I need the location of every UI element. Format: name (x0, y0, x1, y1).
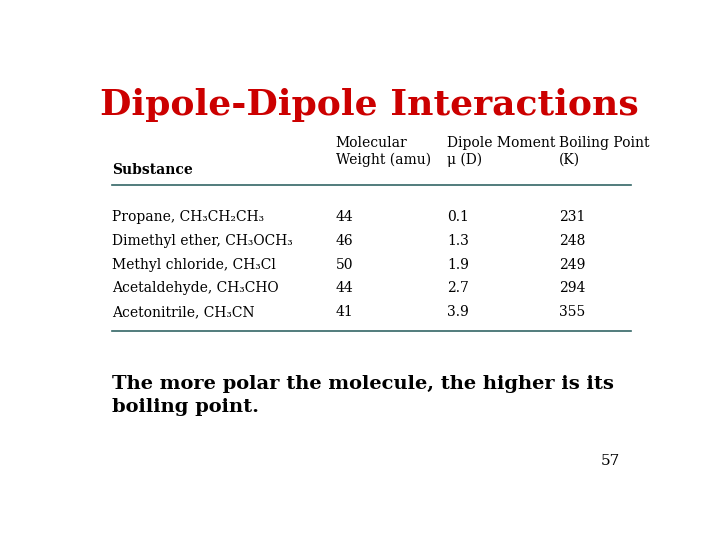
Text: Boiling Point
(K): Boiling Point (K) (559, 137, 649, 167)
Text: 3.9: 3.9 (447, 305, 469, 319)
Text: 248: 248 (559, 234, 585, 248)
Text: 249: 249 (559, 258, 585, 272)
Text: Acetaldehyde, CH₃CHO: Acetaldehyde, CH₃CHO (112, 281, 279, 295)
Text: 57: 57 (601, 454, 620, 468)
Text: 1.9: 1.9 (447, 258, 469, 272)
Text: Molecular
Weight (amu): Molecular Weight (amu) (336, 136, 431, 167)
Text: 294: 294 (559, 281, 585, 295)
Text: The more polar the molecule, the higher is its
boiling point.: The more polar the molecule, the higher … (112, 375, 614, 416)
Text: Dipole Moment
μ (D): Dipole Moment μ (D) (447, 136, 556, 167)
Text: 2.7: 2.7 (447, 281, 469, 295)
Text: 355: 355 (559, 305, 585, 319)
Text: Substance: Substance (112, 163, 193, 177)
Text: 50: 50 (336, 258, 353, 272)
Text: Methyl chloride, CH₃Cl: Methyl chloride, CH₃Cl (112, 258, 276, 272)
Text: Dimethyl ether, CH₃OCH₃: Dimethyl ether, CH₃OCH₃ (112, 234, 293, 248)
Text: Acetonitrile, CH₃CN: Acetonitrile, CH₃CN (112, 305, 255, 319)
Text: 44: 44 (336, 281, 354, 295)
Text: 1.3: 1.3 (447, 234, 469, 248)
Text: Dipole-Dipole Interactions: Dipole-Dipole Interactions (99, 87, 639, 122)
Text: 0.1: 0.1 (447, 210, 469, 224)
Text: Propane, CH₃CH₂CH₃: Propane, CH₃CH₂CH₃ (112, 210, 264, 224)
Text: 46: 46 (336, 234, 353, 248)
Text: 231: 231 (559, 210, 585, 224)
Text: 41: 41 (336, 305, 354, 319)
Text: 44: 44 (336, 210, 354, 224)
